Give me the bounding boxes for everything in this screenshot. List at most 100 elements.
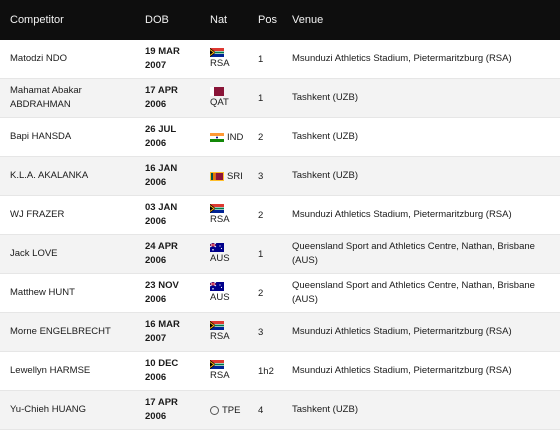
dob-year: 2007 xyxy=(145,333,167,344)
nat-code: TPE xyxy=(222,404,241,416)
venue-cell: Tashkent (UZB) xyxy=(292,170,358,181)
pos-cell: 1 xyxy=(258,92,264,104)
nat-cell: RSA xyxy=(199,204,247,226)
dob-date: 19 MAR xyxy=(145,46,180,57)
table-row: Matthew HUNT 23 NOV 2006 AUS 2 Queensland Spo… xyxy=(0,274,560,313)
sri-flag-icon xyxy=(210,171,224,181)
dob-year: 2007 xyxy=(145,60,167,71)
venue-cell: Msunduzi Athletics Stadium, Pietermaritz… xyxy=(292,326,512,337)
table-header: Competitor DOB Nat Pos Venue xyxy=(0,0,560,40)
header-pos[interactable]: Pos xyxy=(258,14,277,26)
competitor-name[interactable]: Morne ENGELBRECHT xyxy=(10,326,111,337)
pos-cell: 1 xyxy=(258,248,264,260)
venue-cell: Tashkent (UZB) xyxy=(292,404,358,415)
dob-year: 2006 xyxy=(145,138,167,149)
nat-code: RSA xyxy=(210,331,230,342)
table-row: K.L.A. AKALANKA 16 JAN 2006 SRI 3 Tashkent (U… xyxy=(0,157,560,196)
rsa-flag-icon xyxy=(210,48,224,57)
dob-year: 2006 xyxy=(145,216,167,227)
table-row: Yu-Chieh HUANG 17 APR 2006 TPE 4 Tashkent (UZ… xyxy=(0,391,560,430)
dob-date: 26 JUL xyxy=(145,124,177,135)
header-venue[interactable]: Venue xyxy=(292,14,324,26)
nat-cell: RSA xyxy=(199,48,247,70)
pos-cell: 2 xyxy=(258,287,264,299)
competitor-name[interactable]: Yu-Chieh HUANG xyxy=(10,404,87,415)
pos-cell: 3 xyxy=(258,326,264,338)
competitor-name[interactable]: Matodzi NDO xyxy=(10,53,68,64)
table-row: Morne ENGELBRECHT 16 MAR 2007 RSA 3 Msunduzi … xyxy=(0,313,560,352)
nat-code: AUS xyxy=(210,253,230,264)
header-competitor[interactable]: Competitor xyxy=(10,14,64,26)
table-row: Lewellyn HARMSE 10 DEC 2006 RSA 1h2 Msunduzi … xyxy=(0,352,560,391)
dob-date: 24 APR xyxy=(145,241,178,252)
dob-date: 17 APR xyxy=(145,397,178,408)
table-row: Bapi HANSDA 26 JUL 2006 IND 2 Tashkent (UZB) xyxy=(0,118,560,157)
dob-cell: 16 MAR 2007 xyxy=(135,318,199,346)
dob-cell: 16 JAN 2006 xyxy=(135,162,199,190)
nat-code: RSA xyxy=(210,214,230,225)
dob-date: 16 MAR xyxy=(145,319,180,330)
nat-cell: TPE xyxy=(199,404,247,417)
competitor-name[interactable]: Bapi HANSDA xyxy=(10,131,72,142)
rsa-flag-icon xyxy=(210,204,224,213)
dob-cell: 03 JAN 2006 xyxy=(135,201,199,229)
competitor-name[interactable]: Lewellyn HARMSE xyxy=(10,365,91,376)
venue-cell: Msunduzi Athletics Stadium, Pietermaritz… xyxy=(292,209,512,220)
pos-cell: 4 xyxy=(258,404,264,416)
venue-cell: Msunduzi Athletics Stadium, Pietermaritz… xyxy=(292,53,512,64)
venue-cell: Queensland Sport and Athletics Centre, N… xyxy=(292,241,535,266)
competitor-name[interactable]: Jack LOVE xyxy=(10,248,58,259)
header-dob[interactable]: DOB xyxy=(145,14,169,26)
rsa-flag-icon xyxy=(210,321,224,330)
ind-flag-icon xyxy=(210,132,224,142)
nat-cell: RSA xyxy=(199,360,247,382)
dob-year: 2006 xyxy=(145,255,167,266)
aus-flag-icon xyxy=(210,282,224,291)
competitor-name[interactable]: Matthew HUNT xyxy=(10,287,75,298)
dob-cell: 10 DEC 2006 xyxy=(135,357,199,385)
competitor-name[interactable]: Mahamat Abakar ABDRAHMAN xyxy=(10,85,82,110)
venue-cell: Tashkent (UZB) xyxy=(292,92,358,103)
table-row: Jack LOVE 24 APR 2006 AUS 1 Queensland Sport … xyxy=(0,235,560,274)
venue-cell: Queensland Sport and Athletics Centre, N… xyxy=(292,280,535,305)
dob-year: 2006 xyxy=(145,294,167,305)
nat-code: IND xyxy=(227,131,244,143)
pos-cell: 3 xyxy=(258,170,264,182)
nat-code: AUS xyxy=(210,292,230,303)
dob-cell: 17 APR 2006 xyxy=(135,84,199,112)
competitor-name[interactable]: K.L.A. AKALANKA xyxy=(10,170,89,181)
dob-date: 10 DEC xyxy=(145,358,179,369)
venue-cell: Tashkent (UZB) xyxy=(292,131,358,142)
pos-cell: 2 xyxy=(258,209,264,221)
table-row: Matodzi NDO 19 MAR 2007 RSA 1 Msunduzi Athlet… xyxy=(0,40,560,79)
competitor-name[interactable]: WJ FRAZER xyxy=(10,209,65,220)
nat-cell: AUS xyxy=(199,282,247,304)
nat-code: RSA xyxy=(210,370,230,381)
qat-flag-icon xyxy=(210,87,224,96)
dob-date: 17 APR xyxy=(145,85,178,96)
dob-cell: 19 MAR 2007 xyxy=(135,45,199,73)
tpe-flag-icon xyxy=(210,405,219,415)
venue-cell: Msunduzi Athletics Stadium, Pietermaritz… xyxy=(292,365,512,376)
nat-cell: QAT xyxy=(199,87,247,109)
dob-cell: 17 APR 2006 xyxy=(135,396,199,424)
dob-year: 2006 xyxy=(145,99,167,110)
nat-code: RSA xyxy=(210,58,230,69)
aus-flag-icon xyxy=(210,243,224,252)
table-row: WJ FRAZER 03 JAN 2006 RSA 2 Msunduzi Athletic… xyxy=(0,196,560,235)
dob-cell: 24 APR 2006 xyxy=(135,240,199,268)
nat-code: QAT xyxy=(210,97,229,108)
dob-year: 2006 xyxy=(145,177,167,188)
nat-cell: IND xyxy=(199,131,247,144)
nat-cell: RSA xyxy=(199,321,247,343)
header-nat[interactable]: Nat xyxy=(210,13,228,26)
pos-cell: 2 xyxy=(258,131,264,143)
pos-cell: 1h2 xyxy=(258,365,274,377)
dob-cell: 23 NOV 2006 xyxy=(135,279,199,307)
dob-year: 2006 xyxy=(145,372,167,383)
nat-code: SRI xyxy=(227,170,243,182)
dob-year: 2006 xyxy=(145,411,167,422)
pos-cell: 1 xyxy=(258,53,264,65)
table-body: Matodzi NDO 19 MAR 2007 RSA 1 Msunduzi Athlet… xyxy=(0,40,560,430)
